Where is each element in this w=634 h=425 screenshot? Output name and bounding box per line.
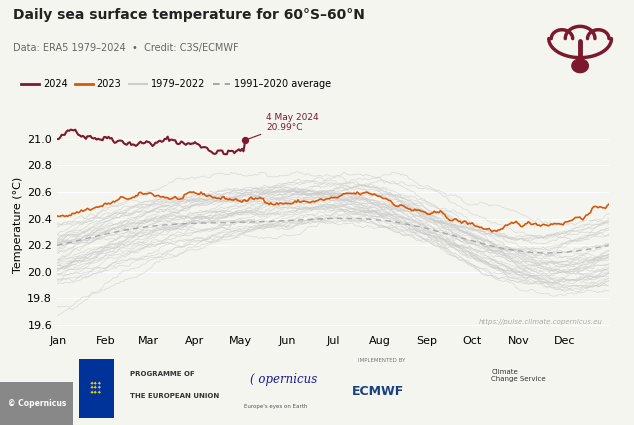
Text: © Copernicus: © Copernicus: [8, 399, 66, 408]
Text: ECMWF: ECMWF: [352, 385, 404, 398]
Bar: [0, 382, 73, 425]
Text: https://pulse.climate.copernicus.eu: https://pulse.climate.copernicus.eu: [479, 319, 603, 325]
Bar: [79, 359, 114, 418]
Text: ✦✦✦
✦✦✦
✦✦✦: ✦✦✦ ✦✦✦ ✦✦✦: [90, 381, 103, 396]
Y-axis label: Temperature (°C): Temperature (°C): [13, 177, 23, 273]
Text: PROGRAMME OF: PROGRAMME OF: [130, 371, 195, 377]
Legend: 2024, 2023, 1979–2022, 1991–2020 average: 2024, 2023, 1979–2022, 1991–2020 average: [18, 75, 335, 93]
Text: Climate
Change Service: Climate Change Service: [491, 369, 546, 382]
Text: Data: ERA5 1979–2024  •  Credit: C3S/ECMWF: Data: ERA5 1979–2024 • Credit: C3S/ECMWF: [13, 42, 238, 53]
Text: Europe's eyes on Earth: Europe's eyes on Earth: [244, 404, 307, 409]
Polygon shape: [572, 59, 588, 73]
Text: THE EUROPEAN UNION: THE EUROPEAN UNION: [130, 393, 219, 399]
Text: 4 May 2024
20.99°C: 4 May 2024 20.99°C: [247, 113, 319, 139]
Point: [240, 137, 250, 144]
Text: ( opernicus: ( opernicus: [250, 373, 318, 386]
Text: IMPLEMENTED BY: IMPLEMENTED BY: [358, 358, 406, 363]
Text: Daily sea surface temperature for 60°S–60°N: Daily sea surface temperature for 60°S–6…: [13, 8, 365, 23]
